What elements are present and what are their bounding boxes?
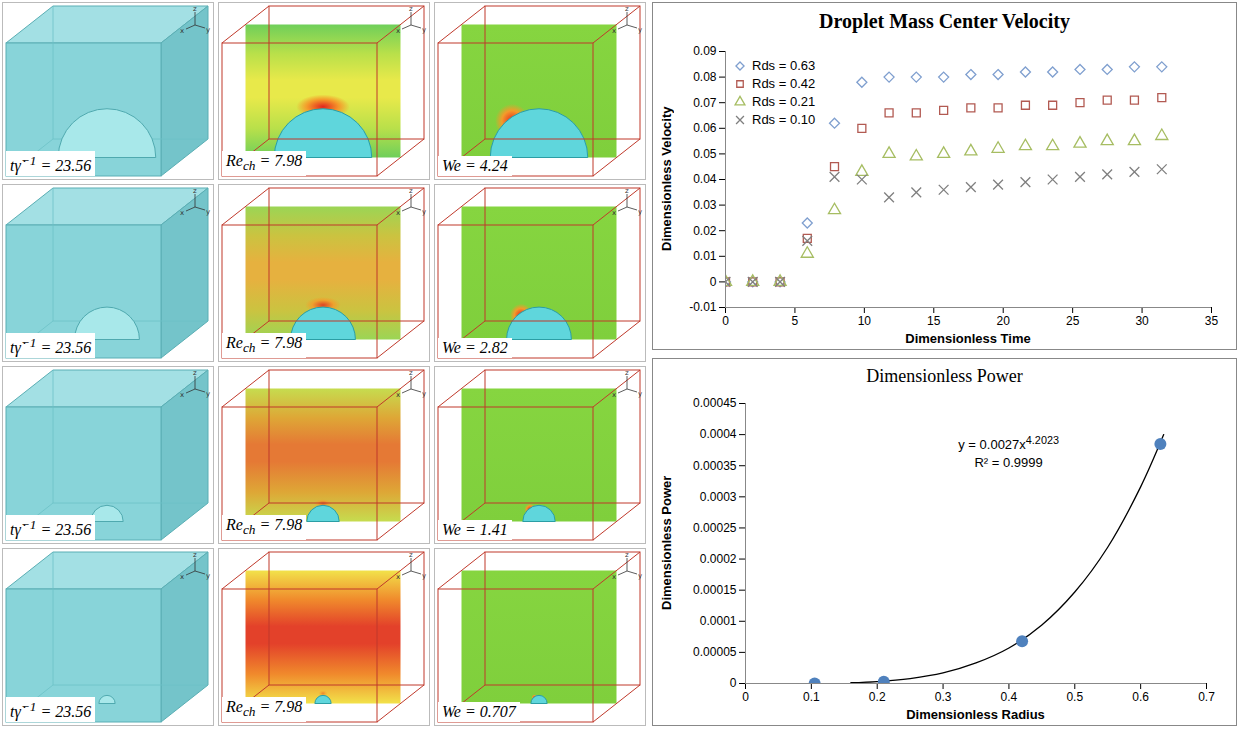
svg-text:x: x: [612, 391, 616, 399]
svg-text:y: y: [206, 26, 210, 34]
svg-text:0: 0: [722, 314, 729, 328]
html-text:Rech= 7.98: Rech= 7.98: [226, 333, 303, 355]
html-text:Dimensionless Power: Dimensionless Power: [659, 475, 674, 611]
svg-text:0.1: 0.1: [803, 690, 820, 704]
svg-text:x: x: [396, 391, 400, 399]
svg-text:z: z: [193, 369, 197, 377]
html-text:R² = 0.9999: R² = 0.9999: [974, 455, 1043, 471]
svg-text:0.00035: 0.00035: [693, 459, 737, 473]
svg-text:0.01: 0.01: [693, 249, 717, 263]
svg-text:z: z: [193, 5, 197, 13]
svg-text:y: y: [206, 208, 210, 216]
svg-text:x: x: [612, 209, 616, 217]
svg-text:x: x: [180, 391, 184, 399]
svg-text:x: x: [396, 573, 400, 581]
svg-text:0.04: 0.04: [693, 172, 717, 186]
svg-text:0.02: 0.02: [693, 224, 717, 238]
svg-text:y: y: [638, 26, 642, 34]
svg-text:0.03: 0.03: [693, 198, 717, 212]
html-text:We = 4.24: We = 4.24: [442, 157, 508, 174]
svg-text:z: z: [625, 5, 629, 13]
svg-text:y: y: [206, 572, 210, 580]
svg-text:0.6: 0.6: [1132, 690, 1149, 704]
svg-text:x: x: [180, 209, 184, 217]
html-text:tγ̇−1= 23.56: tγ̇−1= 23.56: [10, 152, 92, 174]
svg-text:z: z: [409, 5, 413, 13]
svg-text:10: 10: [858, 314, 872, 328]
html-text:Rds = 0.10: Rds = 0.10: [752, 112, 816, 127]
svg-text:z: z: [409, 369, 413, 377]
html-text:Dimensionless Velocity: Dimensionless Velocity: [659, 106, 674, 252]
svg-text:z: z: [193, 187, 197, 195]
svg-text:0.3: 0.3: [935, 690, 952, 704]
svg-text:0.2: 0.2: [869, 690, 886, 704]
html-text:Rds = 0.42: Rds = 0.42: [752, 76, 816, 91]
svg-text:15: 15: [927, 314, 941, 328]
svg-text:y: y: [206, 390, 210, 398]
svg-text:25: 25: [1066, 314, 1080, 328]
html-text:tγ̇−1= 23.56: tγ̇−1= 23.56: [10, 698, 92, 720]
svg-text:x: x: [180, 27, 184, 35]
svg-text:x: x: [396, 209, 400, 217]
svg-text:0.7: 0.7: [1198, 690, 1215, 704]
svg-text:20: 20: [997, 314, 1011, 328]
svg-text:y: y: [422, 208, 426, 216]
svg-text:0.0003: 0.0003: [700, 490, 737, 504]
html-text:Dimensionless Time: Dimensionless Time: [905, 331, 1031, 346]
svg-text:0: 0: [730, 676, 737, 690]
svg-text:z: z: [409, 551, 413, 559]
html-text:y = 0.0027x4.2023: y = 0.0027x4.2023: [958, 434, 1059, 453]
svg-text:z: z: [625, 187, 629, 195]
html-text:We = 1.41: We = 1.41: [442, 521, 508, 538]
svg-text:z: z: [193, 551, 197, 559]
svg-text:x: x: [612, 27, 616, 35]
svg-text:0.00025: 0.00025: [693, 521, 737, 535]
html-text:Droplet Mass Center Velocity: Droplet Mass Center Velocity: [819, 10, 1070, 32]
svg-text:0.0002: 0.0002: [700, 552, 737, 566]
svg-text:y: y: [638, 390, 642, 398]
svg-text:0.00015: 0.00015: [693, 583, 737, 597]
svg-text:0: 0: [710, 275, 717, 289]
svg-text:x: x: [396, 27, 400, 35]
html-text:Rech= 7.98: Rech= 7.98: [226, 151, 303, 173]
html-text:tγ̇−1= 23.56: tγ̇−1= 23.56: [10, 516, 92, 538]
html-text:Rech= 7.98: Rech= 7.98: [226, 515, 303, 537]
svg-text:z: z: [625, 369, 629, 377]
svg-text:-0.01: -0.01: [689, 300, 717, 314]
svg-text:35: 35: [1205, 314, 1219, 328]
svg-text:y: y: [638, 572, 642, 580]
html-text:Dimensionless Power: Dimensionless Power: [866, 366, 1023, 386]
svg-text:30: 30: [1135, 314, 1149, 328]
svg-text:z: z: [409, 187, 413, 195]
html-text:We = 0.707: We = 0.707: [442, 703, 516, 720]
svg-text:x: x: [612, 573, 616, 581]
html-text:Rds = 0.21: Rds = 0.21: [752, 94, 816, 109]
svg-text:0.0004: 0.0004: [700, 427, 737, 441]
html-text:Rech= 7.98: Rech= 7.98: [226, 697, 303, 719]
html-text:We = 2.82: We = 2.82: [442, 339, 508, 356]
svg-text:x: x: [180, 573, 184, 581]
svg-text:0.0001: 0.0001: [700, 614, 737, 628]
svg-text:0.4: 0.4: [1001, 690, 1018, 704]
svg-text:y: y: [422, 26, 426, 34]
svg-text:0.09: 0.09: [693, 44, 717, 58]
svg-text:y: y: [422, 390, 426, 398]
svg-text:0.08: 0.08: [693, 70, 717, 84]
svg-text:0.00045: 0.00045: [693, 396, 737, 410]
html-text:tγ̇−1= 23.56: tγ̇−1= 23.56: [10, 334, 92, 356]
svg-text:0: 0: [742, 690, 749, 704]
svg-text:y: y: [422, 572, 426, 580]
svg-text:0.07: 0.07: [693, 96, 717, 110]
svg-text:0.00005: 0.00005: [693, 645, 737, 659]
svg-text:5: 5: [792, 314, 799, 328]
html-text:Dimensionless Radius: Dimensionless Radius: [906, 707, 1045, 722]
svg-text:0.5: 0.5: [1066, 690, 1083, 704]
svg-text:0.05: 0.05: [693, 147, 717, 161]
svg-text:y: y: [638, 208, 642, 216]
svg-text:z: z: [625, 551, 629, 559]
svg-text:0.06: 0.06: [693, 121, 717, 135]
html-text:Rds = 0.63: Rds = 0.63: [752, 58, 816, 73]
